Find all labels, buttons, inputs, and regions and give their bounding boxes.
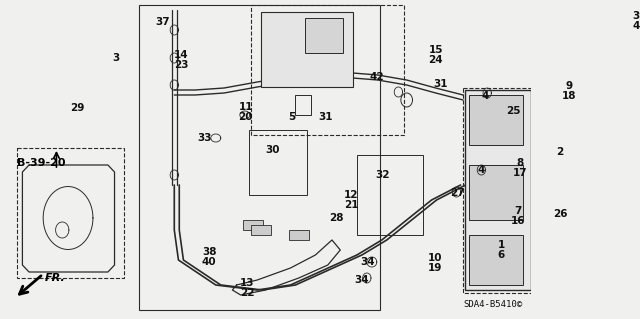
Bar xyxy=(251,5,404,135)
Bar xyxy=(140,5,380,310)
Text: 9: 9 xyxy=(566,81,573,91)
Bar xyxy=(469,235,523,285)
Text: FR.: FR. xyxy=(45,273,65,283)
Text: 8: 8 xyxy=(516,158,524,168)
Text: 41: 41 xyxy=(632,21,640,31)
Bar xyxy=(463,88,534,293)
Text: 7: 7 xyxy=(514,206,522,216)
Text: 18: 18 xyxy=(562,91,577,101)
Text: B-39-20: B-39-20 xyxy=(17,158,65,168)
Text: 13: 13 xyxy=(240,278,255,288)
Text: 20: 20 xyxy=(239,112,253,122)
Bar xyxy=(17,148,125,278)
Bar xyxy=(294,95,311,115)
Text: 1: 1 xyxy=(498,240,505,250)
Text: SDA4-B5410©: SDA4-B5410© xyxy=(464,300,523,309)
Text: 4: 4 xyxy=(482,91,489,101)
Text: 2: 2 xyxy=(557,147,564,157)
Text: 11: 11 xyxy=(239,102,253,112)
Text: 29: 29 xyxy=(70,103,84,113)
Bar xyxy=(607,5,640,105)
Text: 12: 12 xyxy=(344,190,358,200)
Bar xyxy=(469,165,523,220)
Text: 30: 30 xyxy=(265,145,280,155)
Text: 14: 14 xyxy=(173,50,188,60)
Bar xyxy=(543,140,562,170)
Text: 40: 40 xyxy=(202,257,216,267)
Text: 21: 21 xyxy=(344,200,358,210)
Text: 10: 10 xyxy=(428,253,442,263)
Bar xyxy=(465,90,531,290)
Text: 16: 16 xyxy=(511,216,525,226)
Text: 42: 42 xyxy=(369,72,384,82)
Text: 24: 24 xyxy=(428,55,443,65)
Text: 22: 22 xyxy=(240,288,255,298)
Bar xyxy=(469,95,523,145)
Text: 3: 3 xyxy=(113,53,120,63)
Text: 31: 31 xyxy=(318,112,333,122)
Bar xyxy=(261,12,353,87)
Bar xyxy=(249,130,307,195)
Text: 15: 15 xyxy=(428,45,443,55)
Text: 32: 32 xyxy=(375,170,390,180)
Text: 34: 34 xyxy=(355,275,369,285)
Bar xyxy=(305,18,343,53)
Text: 31: 31 xyxy=(433,79,448,89)
Text: 26: 26 xyxy=(553,209,568,219)
Bar xyxy=(289,230,308,240)
Bar xyxy=(624,37,637,49)
Text: 4: 4 xyxy=(477,165,485,175)
Text: 19: 19 xyxy=(428,263,442,273)
Text: 33: 33 xyxy=(198,133,212,143)
Text: 38: 38 xyxy=(202,247,216,257)
Text: 37: 37 xyxy=(156,17,170,27)
Text: 27: 27 xyxy=(450,188,465,198)
Text: 23: 23 xyxy=(173,60,188,70)
Text: 28: 28 xyxy=(329,213,344,223)
Bar xyxy=(548,84,559,102)
Text: 39: 39 xyxy=(633,11,640,21)
Bar xyxy=(624,62,637,74)
Bar xyxy=(243,220,263,230)
Bar xyxy=(252,225,271,235)
Text: 6: 6 xyxy=(498,250,505,260)
Text: 5: 5 xyxy=(289,112,296,122)
Text: 17: 17 xyxy=(513,168,528,178)
Bar xyxy=(357,155,423,235)
Text: 25: 25 xyxy=(506,106,521,116)
Text: 34: 34 xyxy=(360,257,375,267)
